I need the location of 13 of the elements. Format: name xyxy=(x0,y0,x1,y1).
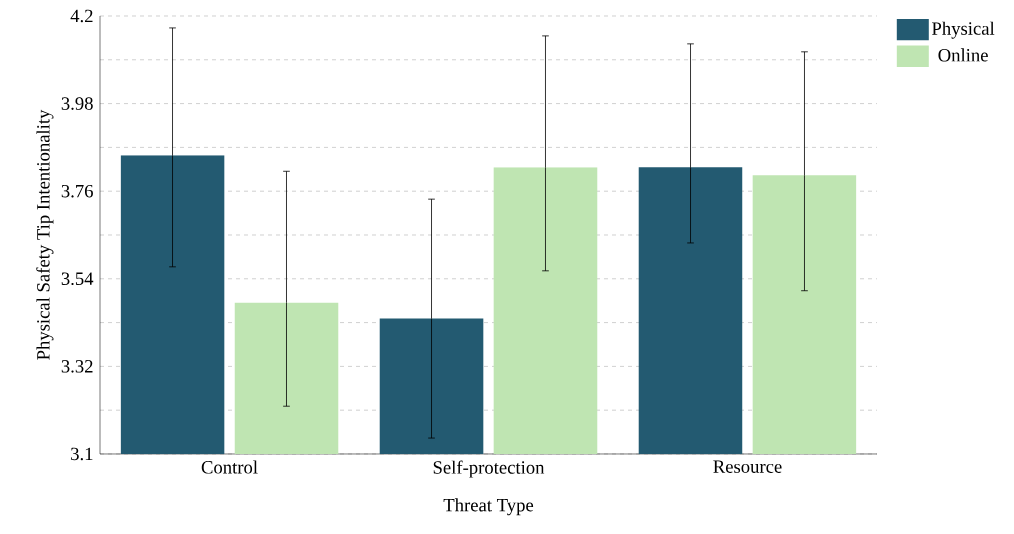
y-tick-label: 3.76 xyxy=(61,184,93,198)
legend-label: Online xyxy=(938,48,988,62)
x-tick-label: Resource xyxy=(713,460,782,473)
x-tick-label: Self-protection xyxy=(433,460,545,478)
y-tick-label: 4.2 xyxy=(70,9,93,23)
x-axis-title: Threat Type xyxy=(443,498,534,516)
y-axis-title: Physical Safety Tip Intentionality xyxy=(36,109,54,360)
y-tick-label: 3.1 xyxy=(71,447,93,461)
legend-label: Physical xyxy=(932,21,995,39)
y-tick-label: 3.98 xyxy=(61,97,93,110)
y-tick-label: 3.32 xyxy=(61,360,93,373)
y-tick-label: 3.54 xyxy=(61,272,94,286)
x-tick-label: Control xyxy=(201,460,258,474)
